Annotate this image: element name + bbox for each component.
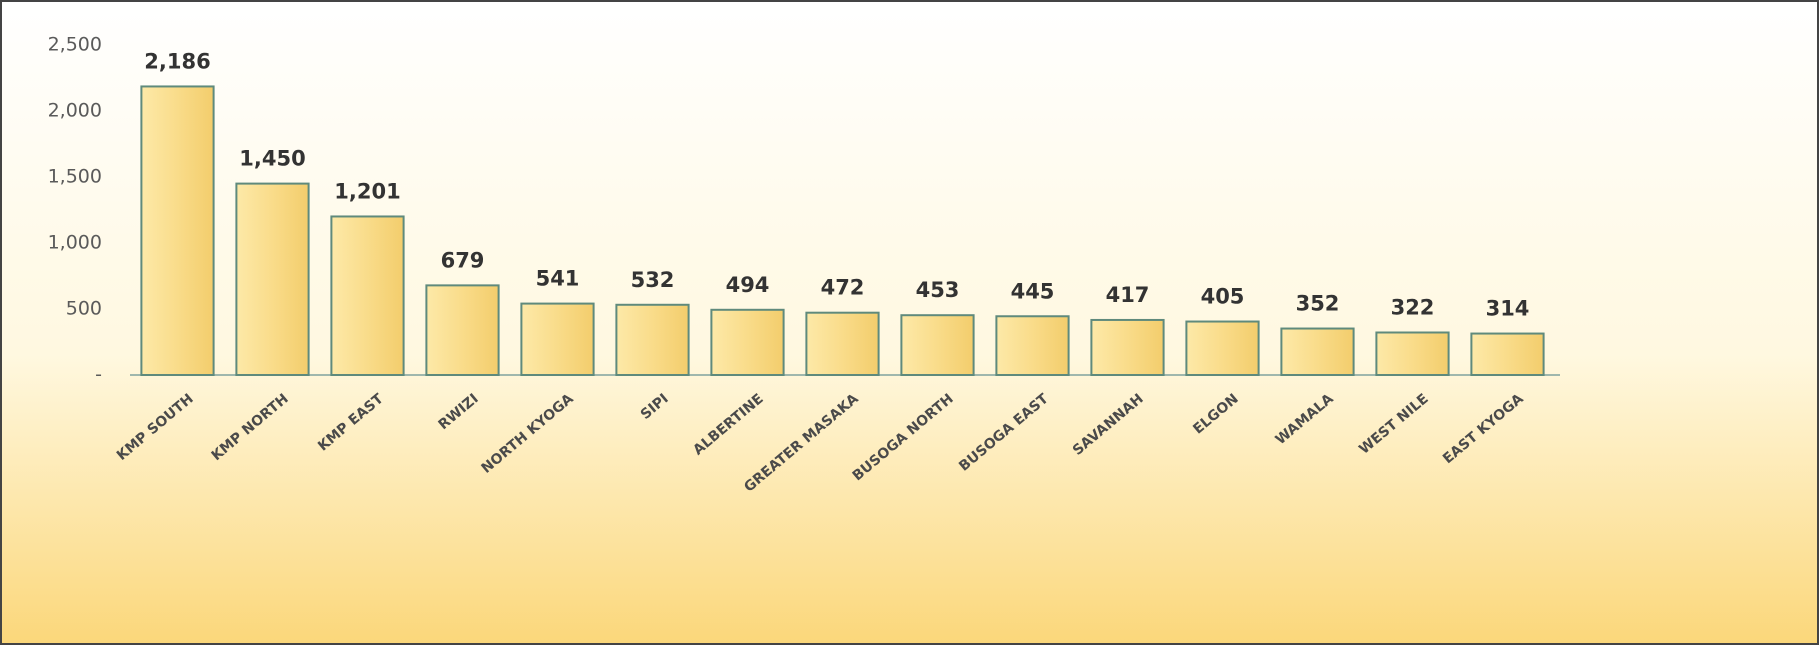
- y-tick-label: 2,000: [48, 100, 102, 122]
- value-label: 1,450: [239, 147, 305, 171]
- bar: [710, 308, 785, 376]
- bar: [995, 315, 1070, 377]
- value-label: 532: [631, 268, 675, 292]
- bar: [1375, 331, 1450, 377]
- value-label: 322: [1391, 295, 1435, 319]
- y-tick-label: -: [95, 364, 102, 386]
- bar: [615, 303, 690, 376]
- value-label: 405: [1201, 285, 1245, 309]
- value-label: 494: [726, 273, 770, 297]
- value-label: 472: [821, 276, 865, 300]
- bar: [520, 302, 595, 377]
- bar: [900, 314, 975, 377]
- y-tick-label: 2,500: [48, 34, 102, 56]
- bar: [1090, 318, 1165, 376]
- bar: [140, 85, 215, 376]
- value-label: 453: [916, 278, 960, 302]
- bar: [235, 182, 310, 376]
- bar: [1185, 320, 1260, 377]
- value-label: 445: [1011, 279, 1055, 303]
- value-label: 417: [1106, 283, 1150, 307]
- y-tick-label: 500: [66, 298, 102, 320]
- bar: [330, 215, 405, 376]
- value-label: 352: [1296, 292, 1340, 316]
- bar: [425, 284, 500, 377]
- bar: [1470, 332, 1545, 376]
- y-tick-label: 1,000: [48, 232, 102, 254]
- bar: [805, 311, 880, 377]
- value-label: 541: [536, 267, 580, 291]
- value-label: 1,201: [334, 179, 400, 203]
- value-label: 2,186: [144, 49, 210, 73]
- y-tick-label: 1,500: [48, 166, 102, 188]
- value-label: 314: [1486, 297, 1530, 321]
- value-label: 679: [441, 248, 485, 272]
- bar: [1280, 327, 1355, 377]
